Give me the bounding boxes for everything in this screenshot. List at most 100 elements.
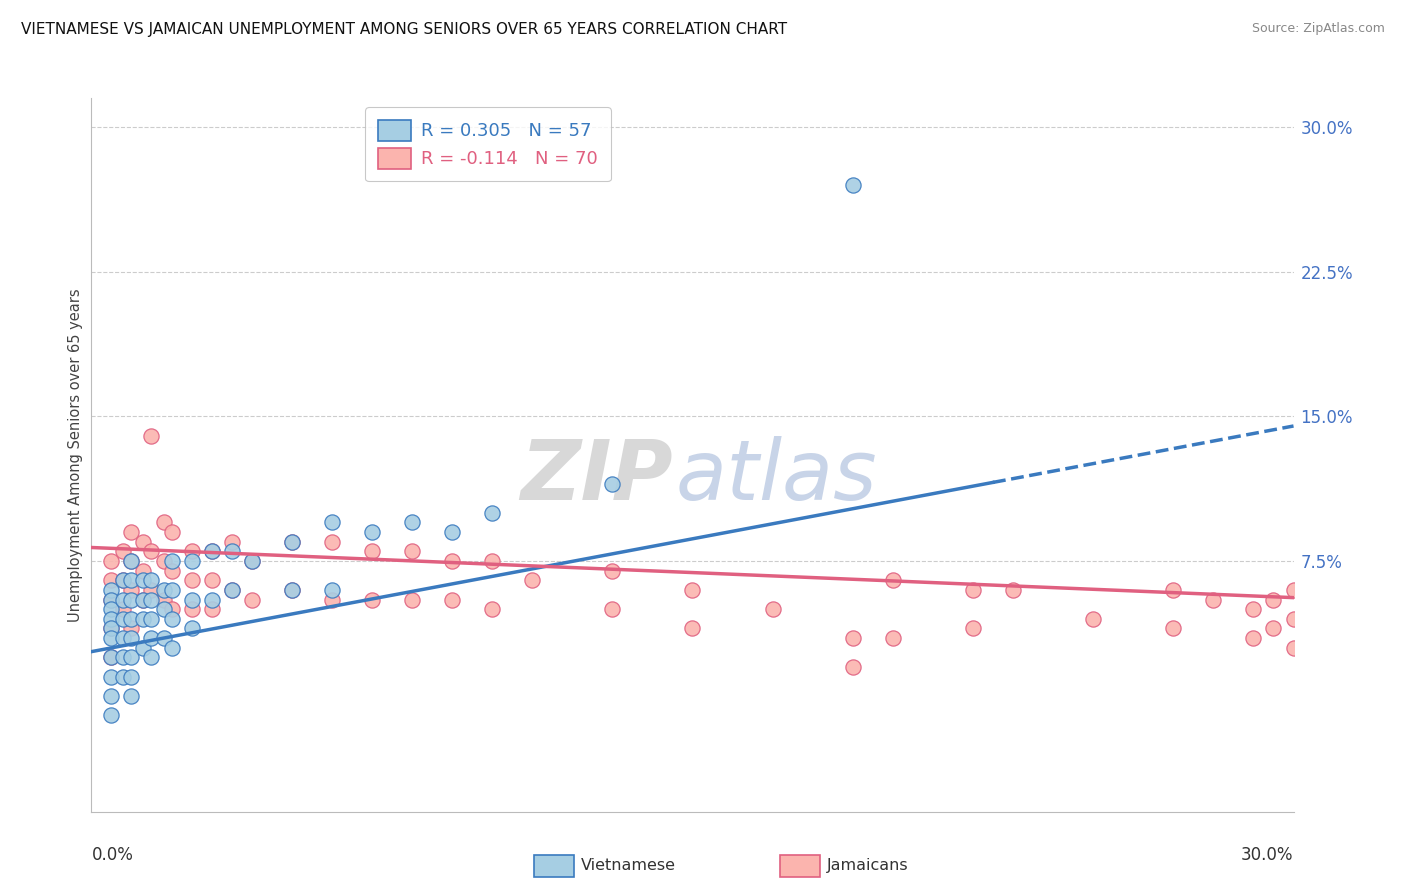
Point	[201, 592, 224, 607]
Point	[141, 650, 163, 665]
Point	[1282, 612, 1305, 626]
Point	[152, 592, 174, 607]
Point	[440, 592, 463, 607]
Point	[221, 534, 243, 549]
Point	[201, 574, 224, 588]
Point	[1163, 582, 1185, 597]
Point	[321, 534, 343, 549]
Text: atlas: atlas	[676, 436, 877, 516]
Point	[160, 602, 183, 616]
Point	[321, 516, 343, 530]
Point	[962, 582, 984, 597]
Point	[180, 592, 202, 607]
Point	[121, 622, 143, 636]
Point	[100, 612, 122, 626]
Point	[321, 582, 343, 597]
Point	[132, 564, 155, 578]
Point	[481, 554, 503, 568]
Point	[152, 516, 174, 530]
Point	[100, 622, 122, 636]
Point	[100, 592, 122, 607]
Point	[1263, 592, 1285, 607]
Point	[132, 592, 155, 607]
Point	[440, 524, 463, 539]
Point	[602, 602, 624, 616]
Point	[401, 544, 423, 558]
Point	[882, 574, 904, 588]
Point	[882, 631, 904, 645]
Point	[281, 534, 304, 549]
Point	[121, 524, 143, 539]
Point	[481, 602, 503, 616]
Point	[132, 574, 155, 588]
Point	[160, 612, 183, 626]
Point	[201, 544, 224, 558]
Point	[100, 650, 122, 665]
Point	[141, 574, 163, 588]
Point	[1263, 622, 1285, 636]
Point	[440, 554, 463, 568]
Point	[1243, 631, 1265, 645]
Point	[112, 574, 135, 588]
Point	[121, 582, 143, 597]
Point	[1163, 622, 1185, 636]
Point	[112, 574, 135, 588]
Point	[1243, 602, 1265, 616]
Point	[240, 554, 263, 568]
Point	[180, 622, 202, 636]
Point	[160, 582, 183, 597]
Point	[602, 476, 624, 491]
Point	[100, 574, 122, 588]
Text: 0.0%: 0.0%	[91, 847, 134, 864]
Point	[100, 602, 122, 616]
Point	[121, 554, 143, 568]
Point	[281, 534, 304, 549]
Y-axis label: Unemployment Among Seniors over 65 years: Unemployment Among Seniors over 65 years	[67, 288, 83, 622]
Point	[221, 582, 243, 597]
Point	[160, 524, 183, 539]
Point	[201, 602, 224, 616]
Point	[481, 506, 503, 520]
Point	[1202, 592, 1225, 607]
Point	[112, 602, 135, 616]
Text: Jamaicans: Jamaicans	[827, 858, 908, 872]
Point	[221, 544, 243, 558]
Point	[141, 544, 163, 558]
Point	[1282, 582, 1305, 597]
Point	[962, 622, 984, 636]
Point	[121, 631, 143, 645]
Point	[132, 612, 155, 626]
Legend: R = 0.305   N = 57, R = -0.114   N = 70: R = 0.305 N = 57, R = -0.114 N = 70	[366, 107, 610, 181]
Point	[112, 631, 135, 645]
Point	[100, 554, 122, 568]
Point	[121, 574, 143, 588]
Text: ZIP: ZIP	[520, 436, 672, 516]
Point	[160, 554, 183, 568]
Point	[180, 602, 202, 616]
Point	[602, 564, 624, 578]
Text: 30.0%: 30.0%	[1241, 847, 1294, 864]
Point	[112, 544, 135, 558]
Point	[841, 631, 863, 645]
Point	[152, 582, 174, 597]
Point	[100, 689, 122, 703]
Point	[141, 631, 163, 645]
Point	[141, 428, 163, 442]
Point	[360, 544, 382, 558]
Point	[240, 554, 263, 568]
Point	[841, 660, 863, 674]
Point	[141, 582, 163, 597]
Point	[121, 592, 143, 607]
Point	[121, 689, 143, 703]
Point	[132, 592, 155, 607]
Point	[121, 612, 143, 626]
Point	[132, 534, 155, 549]
Point	[121, 670, 143, 684]
Point	[281, 582, 304, 597]
Point	[1001, 582, 1024, 597]
Point	[240, 592, 263, 607]
Point	[160, 564, 183, 578]
Point	[152, 631, 174, 645]
Point	[281, 582, 304, 597]
Point	[112, 612, 135, 626]
